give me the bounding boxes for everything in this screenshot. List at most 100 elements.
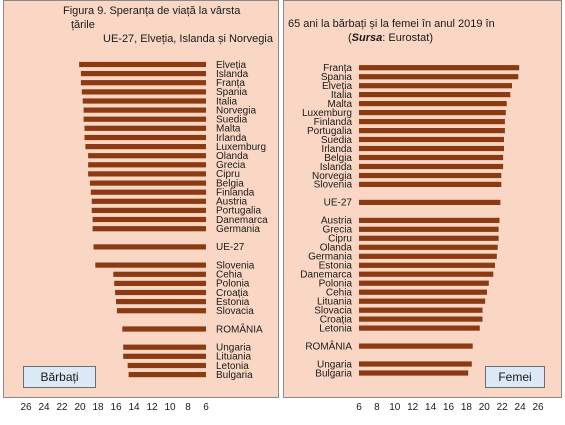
- women-tick-label: 6: [356, 402, 362, 413]
- women-category-label: Lituania: [317, 297, 352, 308]
- women-bar: [359, 119, 505, 125]
- women-category-label: ROMÂNIA: [305, 339, 352, 352]
- men-category-label: Grecia: [216, 160, 246, 171]
- women-bar: [359, 65, 520, 71]
- women-bar: [359, 154, 504, 161]
- men-tick-label: 26: [20, 402, 32, 413]
- women-category-label: Croația: [320, 314, 353, 325]
- men-tick-label: 20: [74, 402, 86, 413]
- women-category-label: Slovacia: [314, 306, 352, 317]
- women-tick-label: 18: [461, 402, 473, 413]
- men-bar: [91, 198, 206, 204]
- men-bar: [84, 125, 206, 131]
- men-category-label: Austria: [216, 197, 248, 208]
- women-tick-label: 22: [497, 402, 509, 413]
- women-tick-label: 16: [443, 402, 455, 413]
- men-category-label: Bulgaria: [216, 370, 253, 381]
- women-category-label: Ungaria: [317, 359, 352, 370]
- men-bar: [115, 289, 206, 296]
- men-category-label: Germania: [216, 224, 260, 235]
- men-category-label: Cehia: [216, 270, 243, 281]
- women-bar: [359, 316, 483, 322]
- men-tick-label: 22: [56, 402, 68, 413]
- women-bar: [359, 280, 489, 286]
- men-category-label: Letonia: [216, 361, 249, 372]
- men-category-label: Islanda: [216, 69, 249, 80]
- women-bar: [359, 181, 502, 187]
- women-category-label: Finlanda: [314, 117, 353, 128]
- women-tick-label: 12: [407, 402, 419, 413]
- legend-femei: Femei: [485, 366, 545, 388]
- men-bar: [92, 216, 206, 223]
- men-category-label: Franța: [216, 78, 245, 89]
- title-left-line2: UE-27, Elveția, Islanda și Norvegia: [103, 33, 273, 45]
- men-bar: [81, 89, 206, 95]
- women-bar: [359, 74, 519, 80]
- men-tick-label: 10: [164, 402, 176, 413]
- men-category-label: Cipru: [216, 169, 240, 180]
- men-bar: [127, 362, 206, 369]
- men-category-label: Slovacia: [216, 306, 254, 317]
- women-category-label: Olanda: [320, 243, 353, 254]
- men-category-label: Luxemburg: [216, 142, 266, 153]
- men-bar: [85, 144, 206, 150]
- women-bar: [359, 136, 504, 143]
- women-bar: [359, 217, 500, 223]
- chart-title-left: Figura 9. Speranța de viață la vârsta ță…: [63, 4, 273, 46]
- women-tick-label: 14: [425, 402, 437, 413]
- men-bar: [113, 271, 206, 277]
- men-category-label: Finlanda: [216, 188, 255, 199]
- men-category-label: Malta: [216, 124, 241, 135]
- women-bar: [359, 92, 511, 98]
- men-category-label: Danemarca: [216, 215, 268, 226]
- men-bar: [91, 207, 206, 213]
- women-category-label: Germania: [308, 252, 352, 263]
- women-bar: [359, 361, 472, 367]
- women-category-label: Norvegia: [312, 171, 352, 182]
- women-bar: [359, 343, 473, 349]
- title-left-word2: țările: [71, 19, 95, 31]
- women-bar: [359, 298, 486, 304]
- women-bar: [359, 163, 504, 170]
- women-bar: [359, 226, 499, 232]
- men-bar: [88, 153, 206, 159]
- source-open: (: [348, 32, 352, 44]
- men-bar: [90, 189, 206, 195]
- men-bar: [93, 244, 206, 250]
- women-bar: [359, 172, 502, 179]
- men-bar: [83, 107, 206, 113]
- women-tick-label: 26: [532, 402, 544, 413]
- women-category-label: Spania: [321, 72, 353, 83]
- men-category-label: Portugalia: [216, 206, 261, 217]
- women-bar: [359, 325, 480, 331]
- men-category-label: Croația: [216, 288, 249, 299]
- women-category-label: Cipru: [328, 234, 352, 245]
- men-category-label: Suedia: [216, 115, 248, 126]
- men-category-label: Lituania: [216, 352, 251, 363]
- women-category-label: Malta: [328, 99, 353, 110]
- women-category-label: Franța: [323, 63, 352, 74]
- title-right-line1: 65 ani la bărbați și la femei în anul 20…: [288, 18, 495, 30]
- men-category-label: Italia: [216, 96, 238, 107]
- women-category-label: Polonia: [319, 279, 353, 290]
- men-category-label: Slovenia: [216, 260, 255, 271]
- women-tick-label: 10: [389, 402, 401, 413]
- men-category-label: Belgia: [216, 178, 244, 189]
- men-bar: [84, 134, 206, 141]
- women-bar: [359, 145, 504, 152]
- men-tick-label: 18: [92, 402, 104, 413]
- women-category-label: Portugalia: [307, 126, 352, 137]
- men-category-label: Ungaria: [216, 343, 251, 354]
- women-category-label: Danemarca: [300, 270, 352, 281]
- women-bar: [359, 307, 483, 313]
- men-bar: [83, 116, 206, 122]
- women-category-label: Belgia: [324, 153, 352, 164]
- men-bar: [128, 372, 206, 378]
- men-category-label: Spania: [216, 87, 248, 98]
- women-category-label: Letonia: [319, 323, 352, 334]
- men-tick-label: 8: [185, 402, 191, 413]
- chart-title-right: 65 ani la bărbați și la femei în anul 20…: [288, 17, 560, 45]
- women-bar: [359, 262, 495, 268]
- men-bar: [122, 326, 206, 332]
